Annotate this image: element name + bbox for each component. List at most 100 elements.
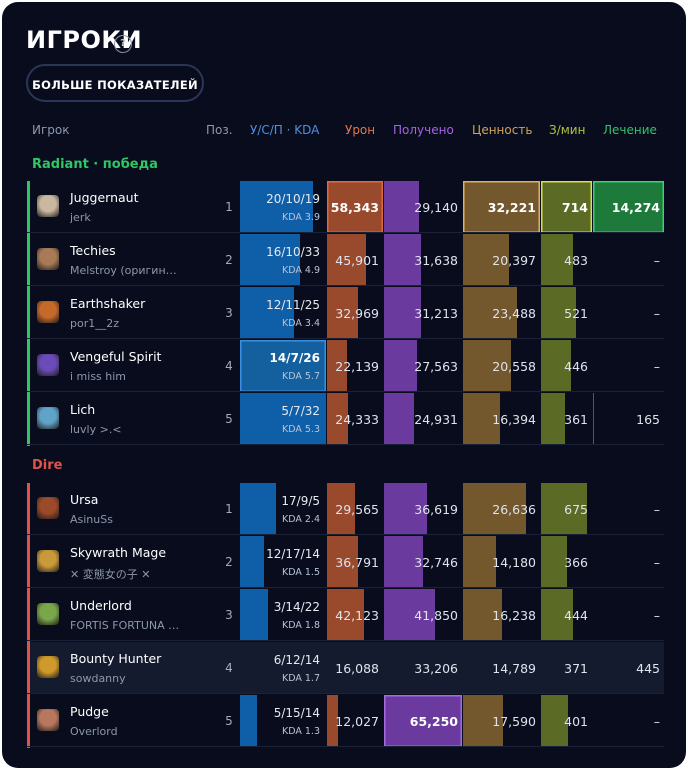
hero-name[interactable]: Techies (70, 243, 116, 258)
xpm-bar (541, 181, 592, 233)
heal-cell: 14,274 (593, 181, 664, 233)
hero-portrait-icon[interactable] (37, 248, 59, 270)
received-bar (384, 695, 462, 747)
kda-bar (240, 234, 301, 286)
damage-bar (327, 695, 339, 747)
kda-cell: 3/14/22 KDA 1.8 (240, 589, 326, 641)
kda-ratio: KDA 5.3 (281, 424, 320, 435)
received-cell: 36,619 (384, 483, 462, 535)
xpm-value: 444 (564, 608, 588, 623)
damage-cell: 32,969 (327, 287, 383, 339)
player-row[interactable]: Vengeful Spirit i miss him 4 14/7/26 KDA 5.7… (27, 340, 664, 393)
kda-cell: 6/12/14 KDA 1.7 (240, 642, 326, 694)
damage-value: 36,791 (335, 555, 379, 570)
networth-bar (463, 287, 517, 339)
hero-name[interactable]: Lich (70, 402, 96, 417)
xpm-cell: 444 (541, 589, 592, 641)
hero-portrait-icon[interactable] (37, 497, 59, 519)
xpm-value: 371 (564, 661, 588, 676)
networth-bar (463, 536, 497, 588)
hero-portrait-icon[interactable] (37, 550, 59, 572)
more-stats-button[interactable]: БОЛЬШЕ ПОКАЗАТЕЛЕЙ (26, 64, 204, 102)
player-name[interactable]: i miss him (70, 370, 127, 383)
player-name[interactable]: AsinuSs (70, 513, 113, 526)
kda-bar (240, 393, 326, 445)
xpm-bar (541, 589, 573, 641)
damage-bar (327, 589, 364, 641)
hero-portrait-icon[interactable] (37, 195, 59, 217)
networth-value: 17,590 (492, 714, 536, 729)
hero-portrait-icon[interactable] (37, 301, 59, 323)
player-row[interactable]: Underlord FORTIS FORTUNA … 3 3/14/22 KDA 1.8… (27, 589, 664, 642)
player-row[interactable]: Pudge Overlord 5 5/15/14 KDA 1.3 12,027 65,250… (27, 695, 664, 748)
hero-name[interactable]: Earthshaker (70, 296, 146, 311)
team-color-bar (27, 234, 30, 287)
col-heal[interactable]: Лечение (603, 123, 657, 137)
player-name[interactable]: sowdanny (70, 672, 126, 685)
player-name[interactable]: luvly >.< (70, 423, 122, 436)
player-name[interactable]: ✕ 変態女の子 ✕ (70, 568, 151, 581)
hero-portrait-icon[interactable] (37, 656, 59, 678)
hero-name[interactable]: Underlord (70, 598, 132, 613)
player-name[interactable]: Melstroy (оригин… (70, 264, 177, 277)
kda-ratio: KDA 1.5 (281, 567, 320, 578)
kda-bar (240, 340, 326, 392)
player-row[interactable]: Earthshaker por1__2z 3 12/11/25 KDA 3.4 32,96… (27, 287, 664, 340)
player-name[interactable]: por1__2z (70, 317, 120, 330)
hero-portrait-icon[interactable] (37, 407, 59, 429)
player-name[interactable]: Overlord (70, 725, 118, 738)
row-divider (27, 693, 664, 694)
player-row[interactable]: Juggernaut jerk 1 20/10/19 KDA 3.9 58,343 29,1… (27, 181, 664, 234)
kda-value: 17/9/5 (281, 494, 320, 508)
kda-cell: 20/10/19 KDA 3.9 (240, 181, 326, 233)
hero-name[interactable]: Bounty Hunter (70, 651, 162, 666)
col-damage[interactable]: Урон (345, 123, 376, 137)
player-row[interactable]: Lich luvly >.< 5 5/7/32 KDA 5.3 24,333 24,931 1… (27, 393, 664, 446)
hero-portrait-icon[interactable] (37, 709, 59, 731)
col-networth[interactable]: Ценность (472, 123, 533, 137)
networth-cell: 20,397 (463, 234, 540, 286)
col-kda[interactable]: У/С/П · KDA (250, 123, 320, 137)
damage-bar (327, 536, 358, 588)
networth-value: 32,221 (487, 200, 536, 215)
heal-cell: – (593, 589, 664, 641)
col-received[interactable]: Получено (393, 123, 454, 137)
hero-portrait-icon[interactable] (37, 354, 59, 376)
player-name[interactable]: FORTIS FORTUNA … (70, 619, 180, 632)
received-cell: 29,140 (384, 181, 462, 233)
received-value: 32,746 (414, 555, 458, 570)
received-cell: 31,213 (384, 287, 462, 339)
hero-name[interactable]: Ursa (70, 492, 99, 507)
col-xpm[interactable]: З/мин (549, 123, 586, 137)
damage-value: 32,969 (335, 306, 379, 321)
hero-portrait-icon[interactable] (37, 603, 59, 625)
hero-name[interactable]: Vengeful Spirit (70, 349, 162, 364)
player-row[interactable]: Techies Melstroy (оригин… 2 16/10/33 KDA 4.9… (27, 234, 664, 287)
kda-cell: 14/7/26 KDA 5.7 (240, 340, 326, 392)
col-player[interactable]: Игрок (32, 123, 70, 137)
kda-value: 14/7/26 (269, 351, 320, 365)
networth-value: 16,238 (492, 608, 536, 623)
hero-name[interactable]: Skywrath Mage (70, 545, 167, 560)
xpm-cell: 521 (541, 287, 592, 339)
xpm-value: 521 (564, 306, 588, 321)
player-row[interactable]: Bounty Hunter sowdanny 4 6/12/14 KDA 1.7 16,0… (27, 642, 664, 695)
hero-name[interactable]: Pudge (70, 704, 109, 719)
col-pos[interactable]: Поз. (206, 123, 233, 137)
kda-value: 12/11/25 (266, 298, 320, 312)
received-bar (384, 589, 435, 641)
row-divider (27, 444, 664, 445)
damage-value: 12,027 (335, 714, 379, 729)
player-row[interactable]: Skywrath Mage ✕ 変態女の子 ✕ 2 12/17/14 KDA 1.5 36… (27, 536, 664, 589)
damage-bar (327, 393, 348, 445)
damage-value: 29,565 (335, 502, 379, 517)
xpm-value: 714 (561, 200, 588, 215)
team-color-bar (27, 642, 30, 695)
damage-bar (327, 234, 367, 286)
received-value: 65,250 (409, 714, 458, 729)
hero-name[interactable]: Juggernaut (70, 190, 139, 205)
player-row[interactable]: Ursa AsinuSs 1 17/9/5 KDA 2.4 29,565 36,619 26,… (27, 483, 664, 536)
player-name[interactable]: jerk (70, 211, 91, 224)
help-icon[interactable]: ? (114, 35, 132, 53)
